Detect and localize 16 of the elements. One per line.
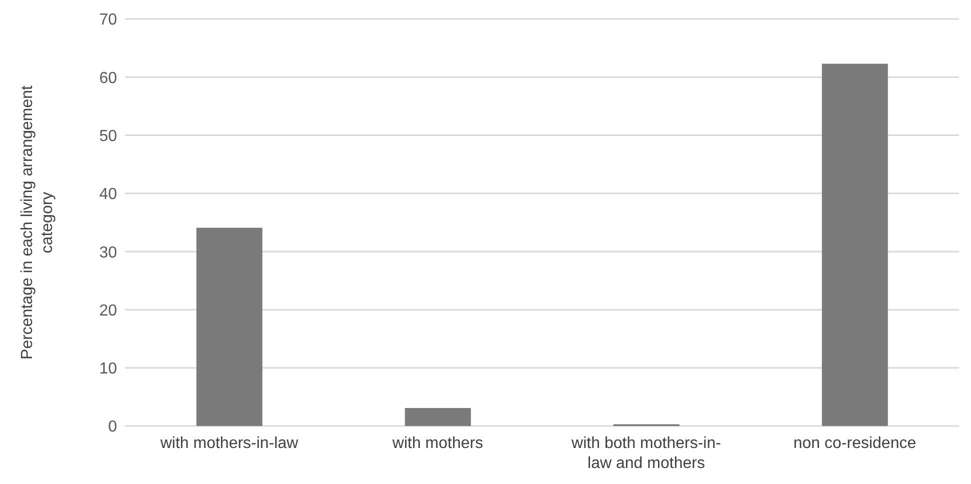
y-tick-label: 10 xyxy=(99,360,118,378)
y-tick-label: 60 xyxy=(99,70,118,87)
y-tick-label: 40 xyxy=(99,186,118,204)
y-tick-label: 70 xyxy=(99,12,118,29)
y-tick-label: 0 xyxy=(108,418,118,436)
x-tick-label: with both mothers-in-law and mothers xyxy=(570,435,721,472)
bar xyxy=(822,64,888,426)
y-tick-label: 50 xyxy=(99,128,118,145)
x-tick-label: non co-residence xyxy=(793,435,916,452)
y-tick-label: 20 xyxy=(99,302,118,320)
x-tick-label: with mothers-in-law xyxy=(159,435,299,452)
bar xyxy=(404,408,471,426)
y-axis-title: Percentage in each living arrangement category xyxy=(19,84,56,360)
bar xyxy=(196,228,262,426)
x-tick-label: with mothers xyxy=(391,435,484,452)
y-tick-label: 30 xyxy=(99,244,118,262)
